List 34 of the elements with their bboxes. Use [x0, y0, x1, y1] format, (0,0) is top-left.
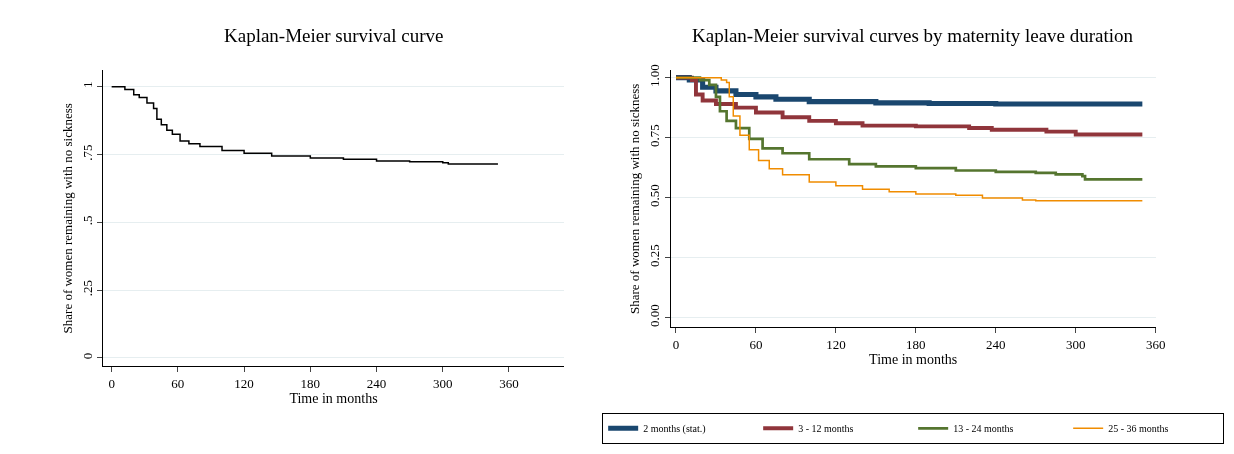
x-tick-label: 0	[108, 375, 115, 391]
chart-title: Kaplan-Meier survival curves by maternity leave duration	[692, 25, 1134, 46]
x-tick-label: 180	[300, 375, 321, 391]
y-axis-title: Share of women remaining with no sickness	[59, 103, 75, 334]
legend-label: 3 - 12 months	[798, 423, 854, 435]
legend-label: 25 - 36 months	[1108, 423, 1169, 435]
y-tick-label: 1	[79, 81, 95, 89]
chart-title: Kaplan-Meier survival curve	[224, 25, 444, 46]
legend-label: 2 months (stat.)	[643, 423, 706, 436]
x-axis-title: Time in months	[289, 390, 378, 406]
y-tick-label: 0.25	[647, 244, 663, 268]
legend-label: 13 - 24 months	[953, 423, 1014, 435]
x-tick-label: 120	[826, 336, 846, 352]
x-tick-label: 60	[749, 336, 763, 352]
y-tick-label: .5	[79, 215, 95, 226]
x-tick-label: 180	[906, 336, 926, 352]
x-tick-label: 240	[986, 336, 1006, 352]
x-tick-label: 0	[672, 336, 680, 352]
y-tick-label: 0.50	[647, 184, 663, 208]
y-tick-label: 0.00	[647, 304, 663, 328]
x-tick-label: 300	[433, 375, 453, 391]
x-tick-label: 360	[499, 375, 519, 391]
x-tick-label: 240	[366, 375, 387, 391]
x-tick-label: 120	[234, 375, 254, 391]
x-axis-title: Time in months	[869, 351, 958, 367]
y-axis-title: Share of women remaining with no sickness	[627, 83, 643, 314]
x-tick-label: 300	[1065, 336, 1086, 352]
x-tick-label: 60	[171, 375, 185, 391]
y-tick-label: 1.00	[647, 64, 663, 88]
x-tick-label: 360	[1145, 336, 1166, 352]
y-tick-label: .25	[79, 280, 95, 297]
y-tick-label: 0.75	[647, 124, 663, 148]
y-tick-label: .75	[79, 144, 95, 161]
y-tick-label: 0	[79, 352, 95, 360]
